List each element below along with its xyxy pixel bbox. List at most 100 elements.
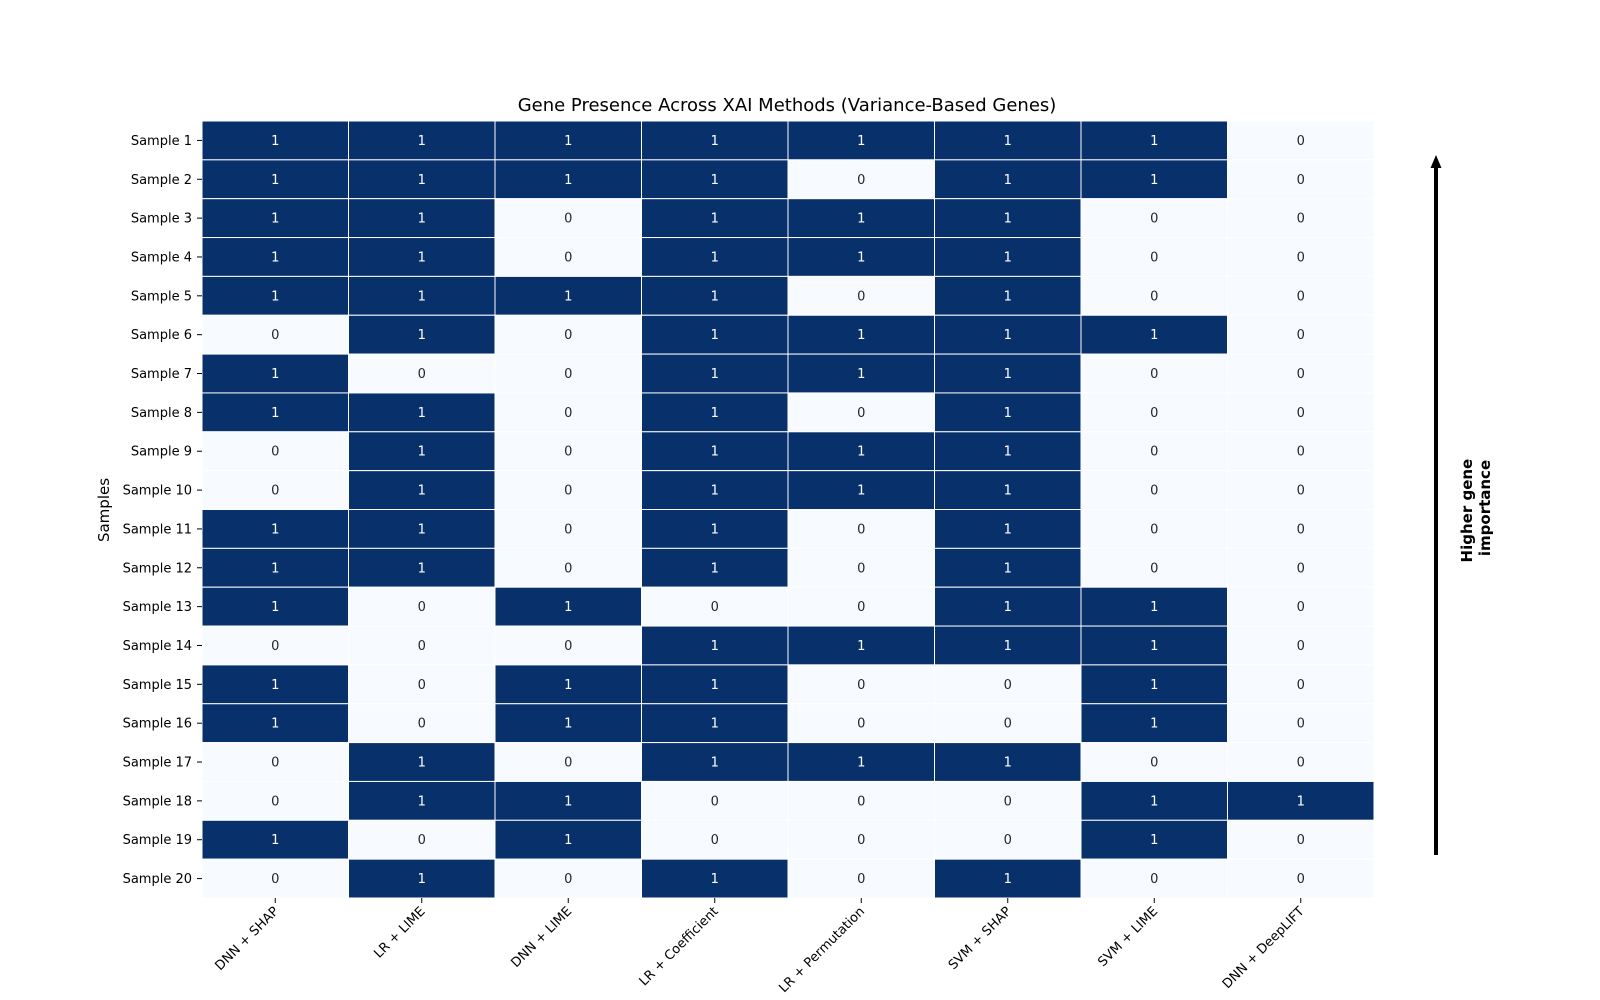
cell-value-label: 0 xyxy=(1150,561,1158,576)
cell-value-label: 0 xyxy=(564,445,572,460)
heatmap-cell xyxy=(1227,353,1375,394)
cell-value-label: 1 xyxy=(1004,445,1012,460)
heatmap-cell xyxy=(641,198,789,239)
cell-value-label: 0 xyxy=(1297,289,1305,304)
heatmap-cell xyxy=(787,237,935,277)
cell-value-label: 1 xyxy=(418,328,426,343)
x-tick-label: DNN + DeepLIFT xyxy=(1220,904,1308,992)
heatmap-cell xyxy=(641,703,789,744)
cell-value-label: 1 xyxy=(711,406,719,421)
heatmap-cell xyxy=(1080,586,1228,627)
cell-value-label: 1 xyxy=(271,600,279,615)
cell-value-label: 0 xyxy=(711,600,719,615)
cell-value-label: 1 xyxy=(1004,134,1012,149)
heatmap-cell xyxy=(1227,742,1375,782)
cell-value-label: 1 xyxy=(418,872,426,887)
heatmap-cell xyxy=(1227,819,1375,860)
cell-value-label: 0 xyxy=(564,561,572,576)
cell-value-label: 0 xyxy=(418,678,426,693)
cell-value-label: 1 xyxy=(1004,600,1012,615)
cell-value-label: 1 xyxy=(1004,484,1012,499)
heatmap-cell xyxy=(1080,353,1228,394)
cell-value-label: 1 xyxy=(271,833,279,848)
cell-value-label: 0 xyxy=(857,406,865,421)
cell-value-label: 1 xyxy=(271,212,279,227)
cell-value-label: 0 xyxy=(1297,484,1305,499)
cell-value-label: 1 xyxy=(271,522,279,537)
heatmap-cell xyxy=(1080,275,1228,316)
cell-value-label: 0 xyxy=(1297,367,1305,382)
cell-value-label: 0 xyxy=(271,639,279,654)
cell-value-label: 1 xyxy=(1004,872,1012,887)
cell-value-label: 0 xyxy=(857,561,865,576)
cell-value-label: 1 xyxy=(1004,522,1012,537)
cell-value-label: 1 xyxy=(711,756,719,771)
cell-value-label: 0 xyxy=(564,639,572,654)
heatmap-cell xyxy=(1227,198,1375,239)
cell-value-label: 0 xyxy=(1150,445,1158,460)
y-tick-label: Sample 13 xyxy=(123,600,192,615)
cell-value-label: 0 xyxy=(857,600,865,615)
heatmap-cell xyxy=(1227,780,1375,821)
cell-value-label: 0 xyxy=(1150,367,1158,382)
heatmap-cell xyxy=(934,470,1082,510)
cell-value-label: 1 xyxy=(1150,717,1158,732)
cell-value-label: 1 xyxy=(271,250,279,265)
y-tick-label: Sample 14 xyxy=(123,639,192,654)
cell-value-label: 1 xyxy=(711,522,719,537)
heatmap-cell xyxy=(348,742,496,782)
cell-value-label: 1 xyxy=(1004,756,1012,771)
x-axis-ticks: DNN + SHAP LR + LIME DNN + LIME LR + Coeffi… xyxy=(213,898,1308,996)
cell-value-label: 0 xyxy=(1297,328,1305,343)
cell-value-label: 1 xyxy=(1004,289,1012,304)
heatmap-cell xyxy=(348,703,496,744)
heatmap-cell xyxy=(494,353,642,394)
cell-value-label: 0 xyxy=(1297,212,1305,227)
heatmap-cell xyxy=(934,198,1082,239)
x-tick-label: SVM + LIME xyxy=(1095,904,1161,970)
y-tick-label: Sample 19 xyxy=(123,833,192,848)
cell-value-label: 1 xyxy=(1004,173,1012,188)
y-tick-label: Sample 4 xyxy=(131,250,192,265)
heatmap-cell xyxy=(494,431,642,472)
y-tick-label: Sample 6 xyxy=(131,328,192,343)
cell-value-label: 0 xyxy=(711,794,719,809)
x-tick-label: DNN + LIME xyxy=(509,904,576,971)
cell-value-label: 0 xyxy=(271,445,279,460)
cell-value-label: 1 xyxy=(711,212,719,227)
heatmap-cell xyxy=(348,780,496,821)
cell-value-label: 0 xyxy=(564,406,572,421)
heatmap-cell xyxy=(641,625,789,666)
cell-value-label: 1 xyxy=(711,173,719,188)
heatmap-cell xyxy=(494,742,642,782)
cell-value-label: 1 xyxy=(1297,794,1305,809)
cell-value-label: 1 xyxy=(857,367,865,382)
heatmap-cell xyxy=(1227,275,1375,316)
heatmap-cell xyxy=(1227,159,1375,200)
cell-value-label: 0 xyxy=(1297,678,1305,693)
y-tick-label: Sample 2 xyxy=(131,173,192,188)
heatmap-cell xyxy=(787,353,935,394)
cell-value-label: 1 xyxy=(1150,678,1158,693)
cell-value-label: 0 xyxy=(1004,833,1012,848)
heatmap-cell xyxy=(348,858,496,899)
y-tick-label: Sample 7 xyxy=(131,367,192,382)
heatmap-cell xyxy=(348,819,496,860)
cell-value-label: 1 xyxy=(418,250,426,265)
heatmap-cell xyxy=(348,470,496,510)
heatmap-cell xyxy=(1080,470,1228,510)
cell-value-label: 1 xyxy=(271,173,279,188)
heatmap-cell xyxy=(934,625,1082,666)
heatmap-cell xyxy=(934,120,1082,161)
heatmap-cell xyxy=(787,198,935,239)
heatmap-cell xyxy=(641,470,789,510)
heatmap-cell xyxy=(787,819,935,860)
cell-value-label: 1 xyxy=(1150,134,1158,149)
heatmap-cell xyxy=(1080,237,1228,277)
cell-value-label: 0 xyxy=(564,484,572,499)
heatmap-cell xyxy=(348,120,496,161)
cell-value-label: 1 xyxy=(271,134,279,149)
cell-value-label: 0 xyxy=(271,794,279,809)
cell-value-label: 1 xyxy=(1004,367,1012,382)
